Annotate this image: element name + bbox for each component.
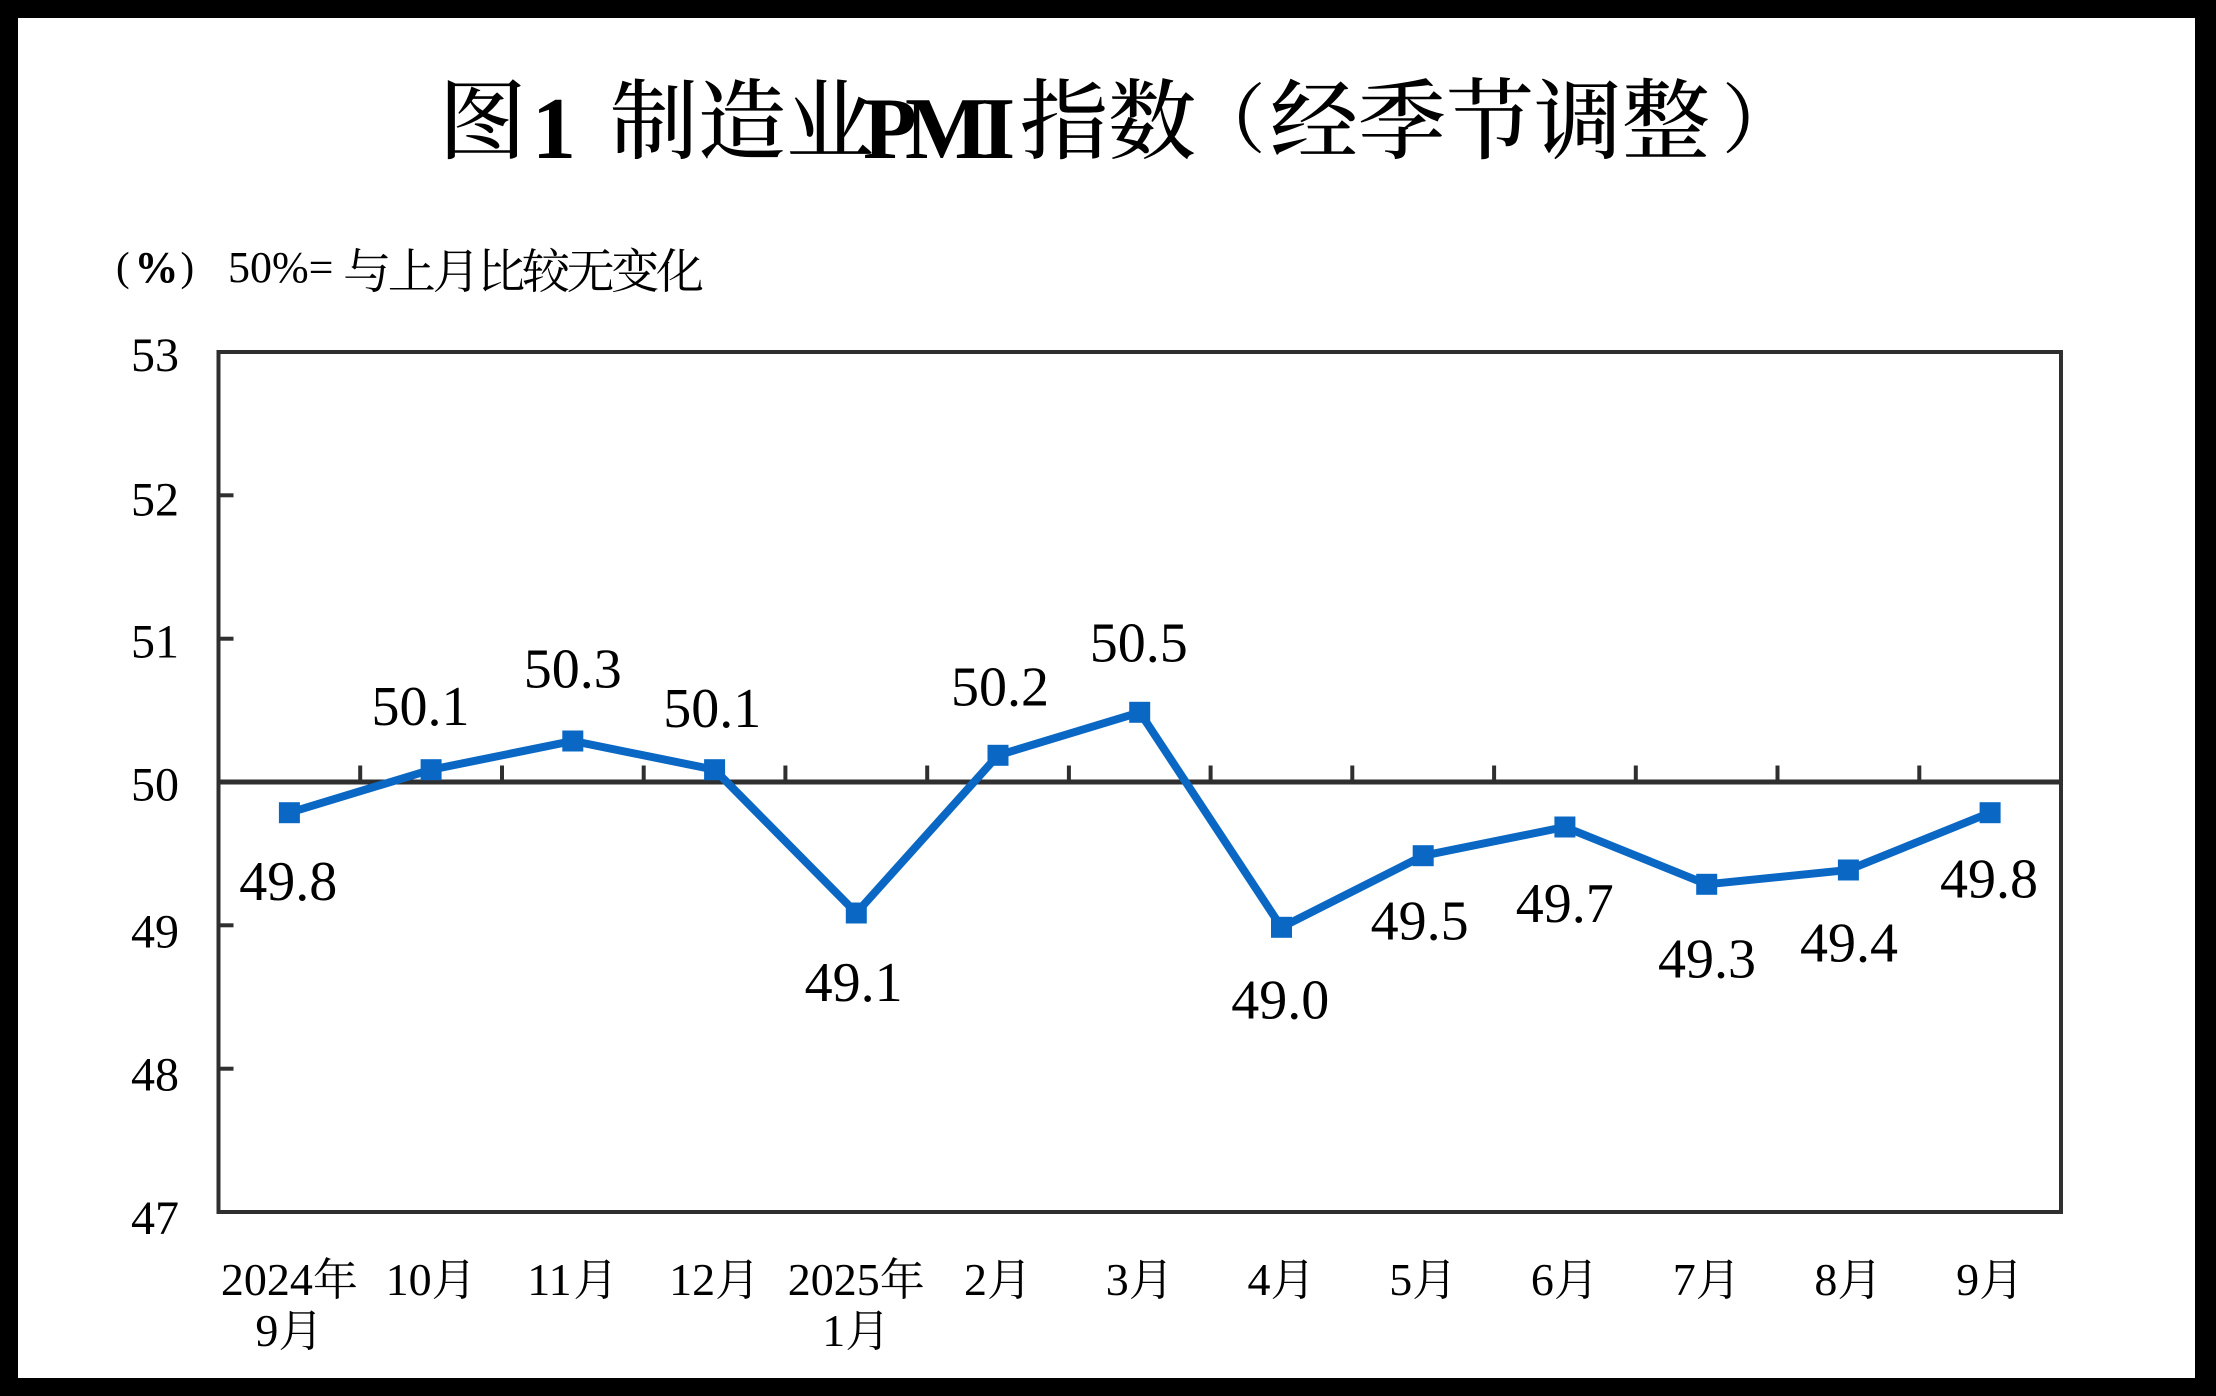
svg-text:50%=: 50%= (228, 243, 333, 292)
svg-text:50.5: 50.5 (1090, 613, 1188, 675)
svg-text:2025: 2025 (788, 1254, 880, 1305)
svg-text:50.3: 50.3 (524, 638, 622, 700)
svg-text:2: 2 (964, 1254, 987, 1305)
svg-text:4: 4 (1248, 1254, 1271, 1305)
svg-text:12: 12 (669, 1254, 715, 1305)
svg-text:P: P (863, 81, 917, 178)
svg-text:50.1: 50.1 (663, 678, 761, 740)
svg-text:2024: 2024 (221, 1254, 313, 1305)
svg-text:10: 10 (386, 1254, 432, 1305)
svg-text:5: 5 (1389, 1254, 1412, 1305)
svg-text:7: 7 (1673, 1254, 1696, 1305)
svg-text:50.2: 50.2 (951, 657, 1049, 719)
svg-text:3: 3 (1106, 1254, 1129, 1305)
svg-text:(: ( (116, 244, 130, 290)
svg-text:11: 11 (527, 1254, 571, 1305)
svg-text:%: % (135, 243, 179, 292)
svg-text:9: 9 (255, 1305, 278, 1356)
svg-text:49.4: 49.4 (1800, 913, 1898, 975)
svg-text:49.3: 49.3 (1658, 928, 1756, 990)
svg-text:1: 1 (822, 1305, 845, 1356)
svg-text:50: 50 (131, 759, 179, 812)
svg-text:1: 1 (532, 81, 576, 178)
svg-text:49.8: 49.8 (1940, 849, 2038, 911)
svg-text:49.8: 49.8 (239, 851, 337, 913)
svg-text:49.5: 49.5 (1371, 891, 1469, 953)
svg-text:): ) (181, 244, 195, 290)
svg-text:M: M (905, 81, 988, 178)
svg-text:53: 53 (131, 329, 179, 382)
svg-text:51: 51 (131, 616, 179, 669)
svg-text:49: 49 (131, 906, 179, 959)
svg-text:6: 6 (1531, 1254, 1554, 1305)
svg-text:8: 8 (1814, 1254, 1837, 1305)
svg-text:9: 9 (1956, 1254, 1979, 1305)
svg-text:47: 47 (131, 1192, 179, 1245)
svg-text:49.0: 49.0 (1231, 970, 1329, 1032)
svg-text:49.7: 49.7 (1516, 873, 1614, 935)
svg-text:49.1: 49.1 (805, 952, 903, 1014)
svg-text:I: I (981, 81, 1015, 178)
svg-text:48: 48 (131, 1049, 179, 1102)
svg-text:52: 52 (131, 474, 179, 527)
svg-text:50.1: 50.1 (372, 676, 470, 738)
